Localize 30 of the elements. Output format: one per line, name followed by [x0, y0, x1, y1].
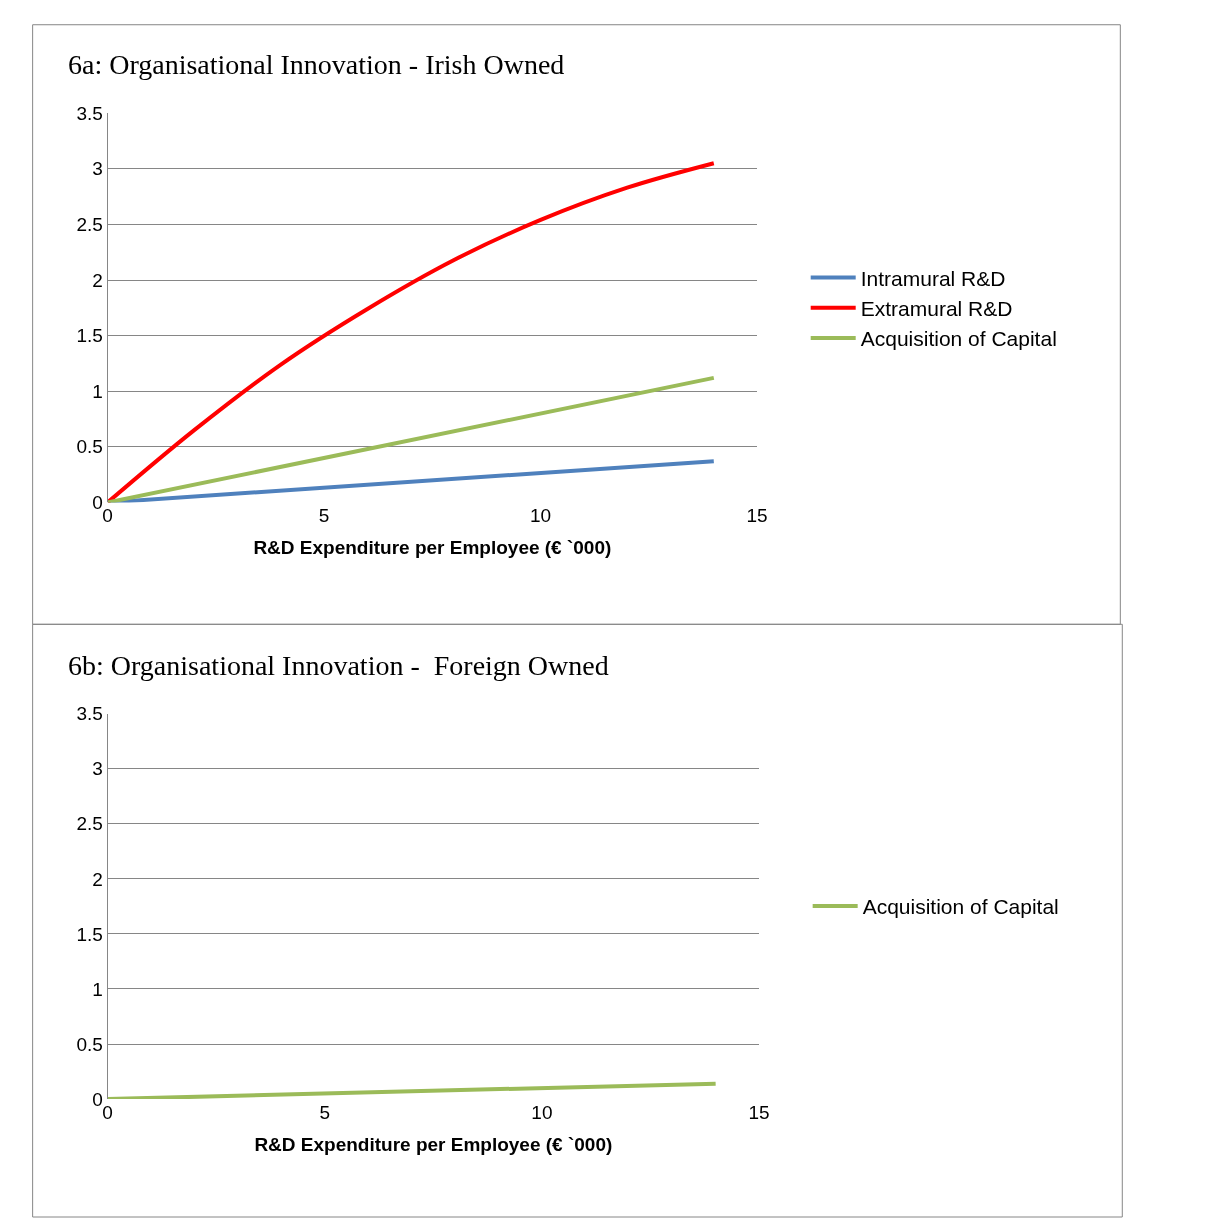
y-tick-label: 2 [92, 269, 103, 291]
x-tick-label: 15 [748, 1102, 770, 1124]
y-tick-label: 2.5 [76, 813, 103, 835]
y-tick-label: 0.5 [76, 436, 103, 458]
chart-title: 6a: Organisational Innovation - Irish Owned [68, 49, 565, 80]
line-series [107, 161, 716, 503]
x-tick-label: 5 [318, 505, 330, 527]
y-tick-label: 0.5 [76, 1033, 103, 1055]
y-tick-label: 0 [92, 1088, 103, 1110]
y-tick-label: 1.5 [76, 325, 103, 347]
y-tick-label: 1.5 [76, 923, 103, 945]
legend-label: Acquisition of Capital [862, 895, 1059, 919]
x-axis-title: R&D Expenditure per Employee (€ `000) [253, 537, 612, 559]
y-tick-label: 3 [92, 758, 103, 780]
x-tick-label: 5 [319, 1102, 331, 1124]
x-tick-label: 10 [531, 1102, 553, 1124]
legend-label: Intramural R&D [860, 266, 1006, 290]
y-tick-label: 1 [92, 978, 103, 1000]
legend-label: Extramural R&D [860, 296, 1013, 320]
y-tick-label: 2 [92, 868, 103, 890]
y-tick-label: 2.5 [76, 214, 103, 236]
y-tick-label: 1 [92, 380, 103, 402]
x-tick-label: 10 [530, 505, 552, 527]
y-tick-label: 3 [92, 158, 103, 180]
y-tick-label: 3.5 [76, 703, 103, 725]
chart-title: 6b: Organisational Innovation - Foreign Owned [68, 650, 609, 681]
legend-label: Acquisition of Capital [860, 327, 1057, 351]
y-tick-label: 3.5 [76, 102, 103, 124]
x-axis-title: R&D Expenditure per Employee (€ `000) [254, 1133, 613, 1155]
x-tick-label: 15 [746, 505, 768, 527]
